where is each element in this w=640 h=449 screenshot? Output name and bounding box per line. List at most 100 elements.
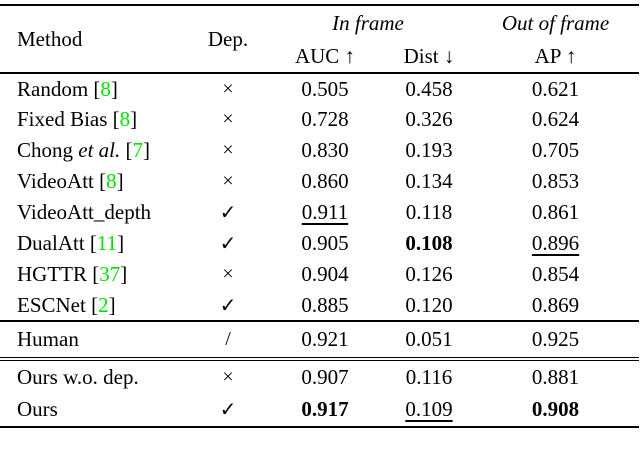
ap-cell: 0.861 <box>472 197 639 228</box>
dep-cross-icon: × <box>222 365 234 388</box>
table-row: Chong et al. [7] × 0.830 0.193 0.705 <box>0 135 639 166</box>
table-header: Method Dep. In frame Out of frame AUC ↑ … <box>0 5 639 73</box>
ap-cell: 0.908 <box>472 393 639 427</box>
auc-cell: 0.860 <box>264 166 386 197</box>
ap-cell: 0.624 <box>472 104 639 135</box>
table-row: Ours ✓ 0.917 0.109 0.908 <box>0 393 639 427</box>
table-row: Fixed Bias [8] × 0.728 0.326 0.624 <box>0 104 639 135</box>
dist-cell: 0.109 <box>386 393 472 427</box>
metric-value: 0.881 <box>531 364 580 389</box>
results-table: Method Dep. In frame Out of frame AUC ↑ … <box>0 4 639 428</box>
method-cell: Fixed Bias [8] <box>0 104 192 135</box>
col-group-in-frame: In frame <box>332 10 404 35</box>
method-cell: Ours <box>0 393 192 427</box>
dist-cell: 0.126 <box>386 259 472 290</box>
method-cell: HGTTR [37] <box>0 259 192 290</box>
dist-cell: 0.120 <box>386 290 472 321</box>
dist-cell: 0.116 <box>386 359 472 393</box>
table-row: HGTTR [37] × 0.904 0.126 0.854 <box>0 259 639 290</box>
metric-value: 0.917 <box>301 397 349 421</box>
method-name: ESCNet [ <box>17 292 99 317</box>
ap-cell: 0.621 <box>472 73 639 104</box>
metric-value: 0.907 <box>301 364 349 389</box>
metric-value: 0.860 <box>301 169 349 193</box>
metric-value: 0.108 <box>405 231 453 255</box>
metric-value: 0.126 <box>405 262 453 286</box>
method-name: Ours w.o. dep. <box>17 364 139 389</box>
metric-value: 0.134 <box>405 169 453 193</box>
dep-check-icon: ✓ <box>219 294 237 317</box>
ap-cell: 0.869 <box>472 290 639 321</box>
metric-value: 0.505 <box>301 76 349 101</box>
header-row-groups: Method Dep. In frame Out of frame <box>0 5 639 51</box>
metric-value: 0.921 <box>301 327 349 351</box>
method-name: ] <box>110 76 118 101</box>
auc-cell: 0.505 <box>264 73 386 104</box>
dist-cell: 0.118 <box>386 197 472 228</box>
citation-number: 37 <box>99 262 121 286</box>
method-cell: ESCNet [2] <box>0 290 192 321</box>
col-group-out-of-frame: Out of frame <box>501 10 610 35</box>
dist-cell: 0.458 <box>386 73 472 104</box>
table-row: Random [8] × 0.505 0.458 0.621 <box>0 73 639 104</box>
citation-number: 2 <box>98 292 109 317</box>
method-name: Ours <box>17 397 58 421</box>
metric-value: 0.705 <box>531 138 580 162</box>
auc-cell: 0.728 <box>264 104 386 135</box>
method-name: ] <box>117 231 125 255</box>
metric-value: 0.051 <box>405 327 453 351</box>
ap-cell: 0.854 <box>472 259 639 290</box>
table-row: VideoAtt_depth ✓ 0.911 0.118 0.861 <box>0 197 639 228</box>
table-row: ESCNet [2] ✓ 0.885 0.120 0.869 <box>0 290 639 321</box>
dist-cell: 0.193 <box>386 135 472 166</box>
dep-cross-icon: × <box>222 170 234 192</box>
method-cell: Ours w.o. dep. <box>0 359 192 393</box>
method-name: VideoAtt_depth <box>17 200 152 224</box>
metric-value: 0.621 <box>531 76 580 101</box>
auc-cell: 0.885 <box>264 290 386 321</box>
metric-value: 0.118 <box>405 200 453 224</box>
metric-value: 0.830 <box>301 138 349 162</box>
dist-cell: 0.051 <box>386 321 472 359</box>
metric-value: 0.728 <box>301 107 349 131</box>
metric-value: 0.193 <box>405 138 453 162</box>
dist-cell: 0.134 <box>386 166 472 197</box>
metric-value: 0.116 <box>405 364 453 389</box>
metric-value: 0.896 <box>531 231 580 255</box>
method-cell: Chong et al. [7] <box>0 135 192 166</box>
method-name: ] <box>108 292 116 317</box>
dist-cell: 0.326 <box>386 104 472 135</box>
method-name: ] <box>130 107 138 131</box>
method-cell: VideoAtt [8] <box>0 166 192 197</box>
auc-cell: 0.917 <box>264 393 386 427</box>
citation-number: 8 <box>119 107 131 131</box>
method-name: ] <box>143 138 151 162</box>
ap-cell: 0.925 <box>472 321 639 359</box>
metric-value: 0.925 <box>531 327 580 351</box>
method-name: Fixed Bias [ <box>17 107 120 131</box>
table-row: Human / 0.921 0.051 0.925 <box>0 321 639 359</box>
table-body-baselines: Random [ 8] × 0.505 0.458 0.621 Fixed Bias [8]… <box>0 73 639 321</box>
citation-number: 11 <box>96 231 118 255</box>
dep-cross-icon: × <box>222 263 234 285</box>
ap-cell: 0.705 <box>472 135 639 166</box>
ap-cell: 0.896 <box>472 228 639 259</box>
method-name: ] <box>120 262 128 286</box>
col-header-method: Method <box>17 26 83 51</box>
method-name: HGTTR [ <box>17 262 100 286</box>
metric-value: 0.908 <box>531 397 580 421</box>
metric-value: 0.853 <box>531 169 580 193</box>
auc-cell: 0.921 <box>264 321 386 359</box>
metric-value: 0.854 <box>531 262 580 286</box>
table-row: DualAtt [11] ✓ 0.905 0.108 0.896 <box>0 228 639 259</box>
method-name: Random [ <box>17 76 101 101</box>
metric-value: 0.905 <box>301 231 349 255</box>
dep-cross-icon: × <box>222 139 234 161</box>
metric-value: 0.885 <box>301 292 349 317</box>
metric-value: 0.904 <box>301 262 349 286</box>
method-cell: VideoAtt_depth <box>0 197 192 228</box>
ap-cell: 0.853 <box>472 166 639 197</box>
dep-cross-icon: × <box>222 77 234 100</box>
col-header-auc: AUC ↑ <box>294 43 356 68</box>
dist-cell: 0.108 <box>386 228 472 259</box>
